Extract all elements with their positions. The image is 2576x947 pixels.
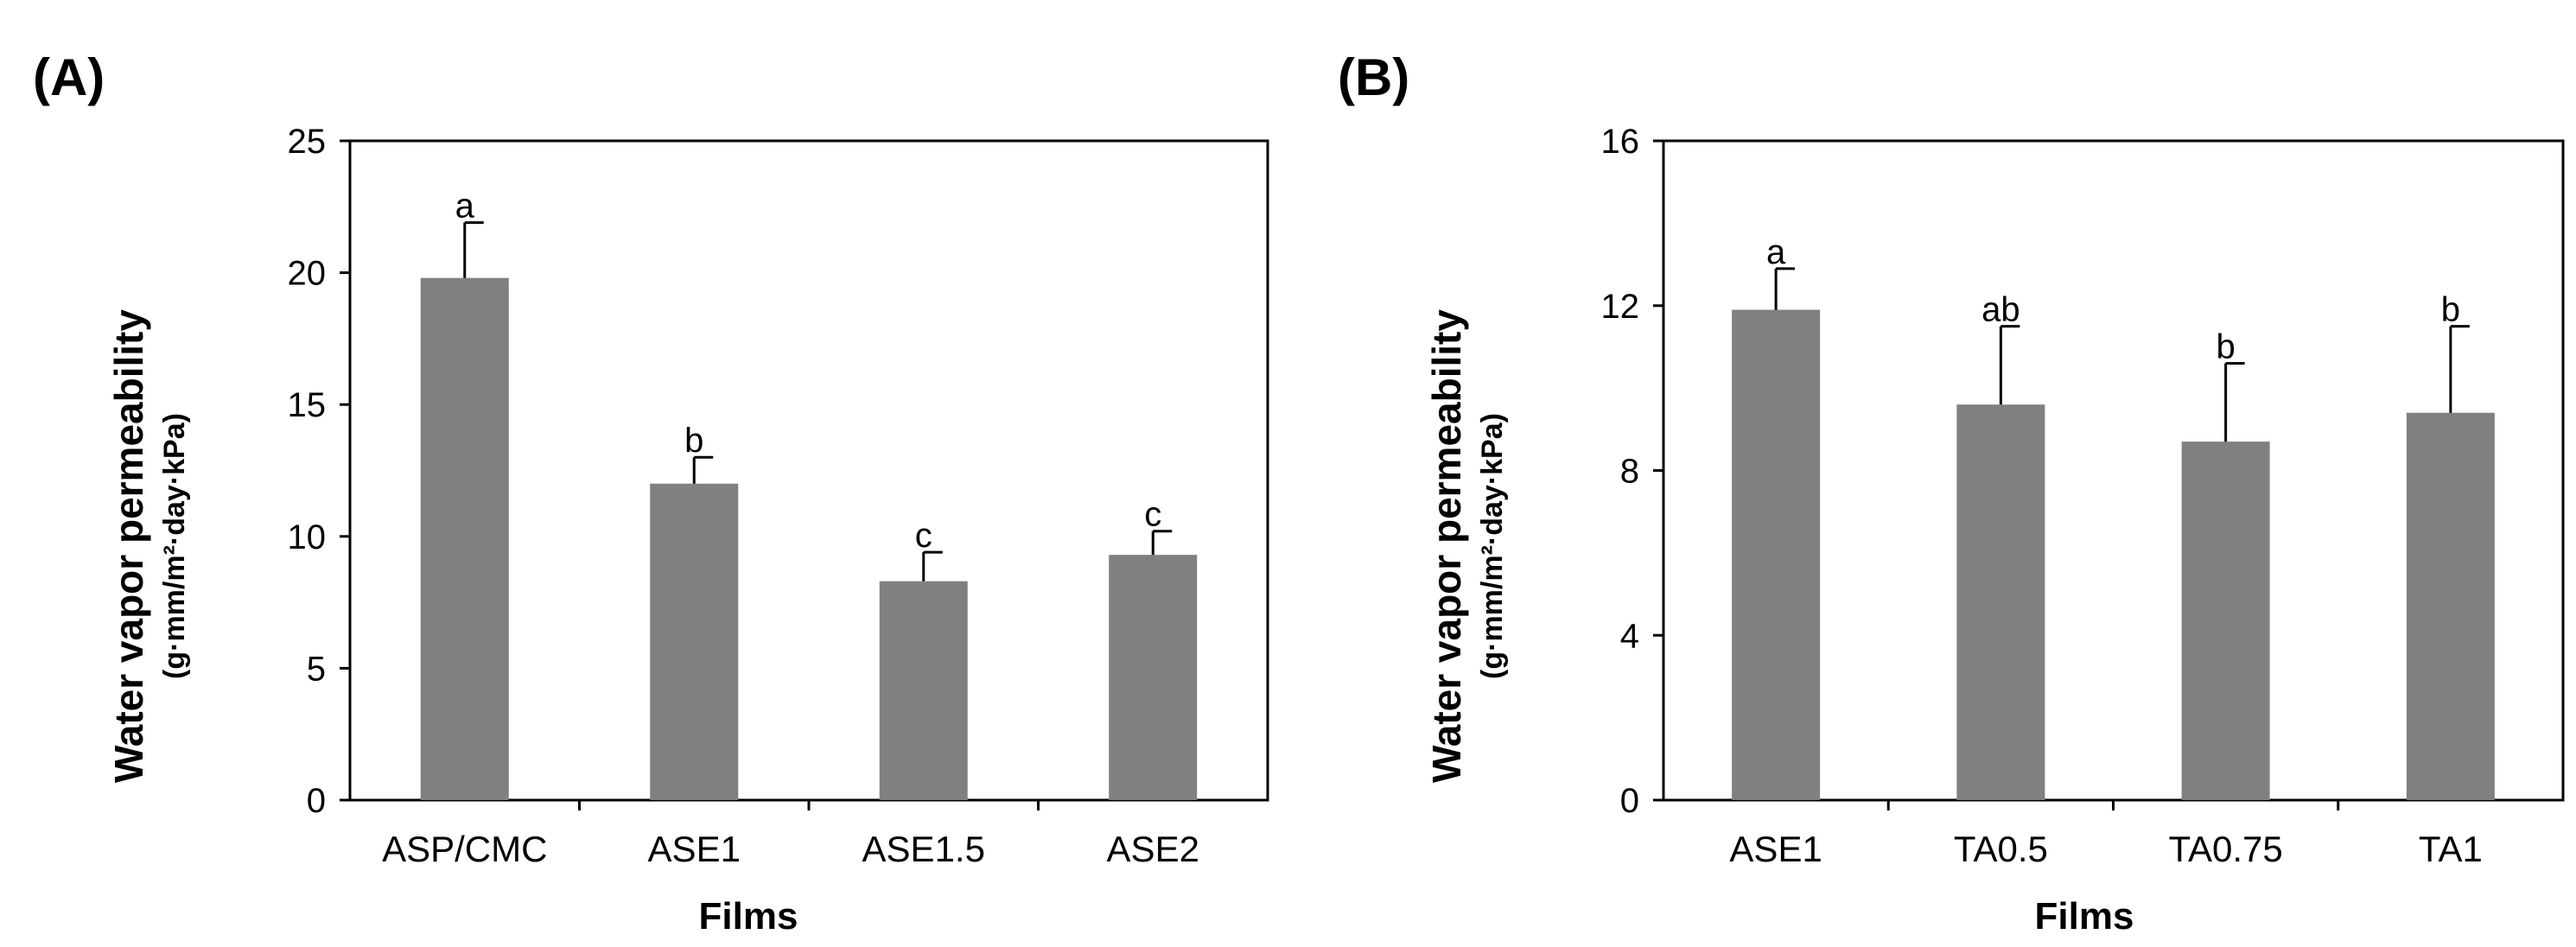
panel-b-bar <box>1732 309 1821 800</box>
panel-b-bars <box>1732 309 2495 800</box>
panel-b-category-label: TA0.5 <box>1954 829 2048 869</box>
panel-a-y-tick-label: 10 <box>288 518 327 556</box>
panel-a-label: (A) <box>33 48 105 106</box>
panel-b-y-tick-label: 16 <box>1601 123 1640 161</box>
panel-a-bar <box>879 581 968 800</box>
panel-b-significance-letter: a <box>1766 233 1786 271</box>
panel-b: (B) Water vapor permeability (g·mm/m²·da… <box>1338 48 2565 937</box>
panel-a-y-tick-label: 15 <box>288 386 327 424</box>
panel-b-error-bars <box>1774 267 2470 442</box>
panel-b-category-label: TA1 <box>2419 829 2483 869</box>
panel-a-category-label: ASE2 <box>1107 829 1199 869</box>
panel-b-bar <box>2406 412 2495 800</box>
panel-b-label: (B) <box>1338 48 1409 106</box>
panel-a-significance-letter: b <box>684 422 703 460</box>
panel-a-error-bar <box>692 455 714 484</box>
panel-a-significance-letter: c <box>1144 496 1161 534</box>
panel-a-error-bars <box>463 221 1173 582</box>
panel-a-category-label: ASE1 <box>648 829 741 869</box>
panel-b-significance-letter: b <box>2217 328 2236 366</box>
panel-b-ylabel: Water vapor permeability (g·mm/m²·day·kP… <box>1424 309 1509 783</box>
panel-a-category-label: ASE1.5 <box>862 829 985 869</box>
panel-b-xlabel: Films <box>2035 895 2134 937</box>
panel-a-y-tick-label: 25 <box>288 123 327 161</box>
panel-a-ylabel-units: (g·mm/m²·day·kPa) <box>158 413 191 679</box>
panel-a-category-labels: ASP/CMC ASE1 ASE1.5 ASE2 <box>382 829 1199 869</box>
panel-a-y-ticks: 0 5 10 15 20 25 <box>288 123 350 820</box>
panel-a-significance-letter: c <box>915 517 932 555</box>
panel-a-category-label: ASP/CMC <box>382 829 547 869</box>
panel-a-significance-letter: a <box>455 187 475 226</box>
panel-b-error-bar <box>1999 325 2020 405</box>
panel-a-error-bar <box>922 550 943 582</box>
panel-b-bar <box>2181 442 2270 800</box>
panel-a-bar <box>420 277 509 801</box>
panel-b-error-bar <box>1774 267 1796 310</box>
panel-b-y-tick-label: 8 <box>1620 453 1639 491</box>
panel-a-y-tick-label: 20 <box>288 255 327 293</box>
panel-b-error-bar <box>2449 325 2470 413</box>
panel-b-y-tick-label: 0 <box>1620 782 1639 820</box>
panel-a-significance-letters: a b c c <box>455 187 1162 556</box>
panel-b-significance-letters: a ab b b <box>1766 233 2460 366</box>
panel-a-ylabel: Water vapor permeability (g·mm/m²·day·kP… <box>106 309 191 783</box>
panel-b-ylabel-text: Water vapor permeability <box>1424 309 1469 783</box>
panel-b-ylabel-units: (g·mm/m²·day·kPa) <box>1476 413 1509 679</box>
panel-a-xlabel: Films <box>699 895 798 937</box>
panel-b-error-bar <box>2224 362 2245 442</box>
panel-a: (A) Water vapor permeability (g·mm/m²·da… <box>33 48 1269 937</box>
panel-b-bar <box>1956 404 2045 800</box>
panel-a-error-bar <box>463 221 484 278</box>
panel-b-y-ticks: 0 4 8 12 16 <box>1601 123 1663 820</box>
panel-a-error-bar <box>1151 530 1173 556</box>
panel-b-y-tick-label: 12 <box>1601 288 1640 326</box>
panel-b-significance-letter: ab <box>1981 291 2020 329</box>
panel-b-y-tick-label: 4 <box>1620 617 1639 655</box>
panel-a-bar <box>650 483 739 800</box>
panel-b-x-ticks <box>1886 800 2340 810</box>
panel-b-category-label: ASE1 <box>1729 829 1822 869</box>
panel-b-category-label: TA0.75 <box>2168 829 2282 869</box>
panel-a-bars <box>420 277 1198 801</box>
panel-b-category-labels: ASE1 TA0.5 TA0.75 TA1 <box>1729 829 2482 869</box>
panel-a-ylabel-text: Water vapor permeability <box>106 309 151 783</box>
panel-a-x-ticks <box>578 800 1040 810</box>
panel-a-y-tick-label: 5 <box>307 650 326 688</box>
panel-b-significance-letter: b <box>2441 291 2460 329</box>
panel-a-bar <box>1109 555 1198 800</box>
panel-a-y-tick-label: 0 <box>307 782 326 820</box>
